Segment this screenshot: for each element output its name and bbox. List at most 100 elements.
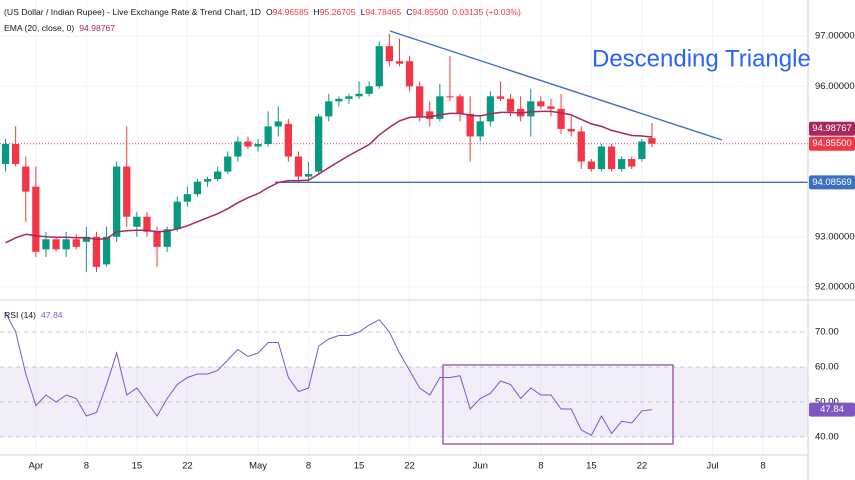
ohlc-key: C <box>406 7 412 17</box>
y-tick-label: 60.00 <box>815 362 839 373</box>
candle-body <box>133 216 141 227</box>
candle-body <box>476 121 484 137</box>
candle-body <box>254 143 262 147</box>
annotation: Descending Triangle <box>592 45 811 72</box>
candle-body <box>304 174 313 177</box>
candle-body <box>587 161 595 170</box>
candle-body <box>628 159 636 167</box>
rsi-highlight-box <box>442 364 674 445</box>
y-tick-label: 97.00000 <box>815 31 855 42</box>
x-tick-label: 22 <box>182 461 193 472</box>
candle-body <box>416 86 424 117</box>
title: (US Dollar / Indian Rupee) - Live Exchan… <box>4 7 261 17</box>
candle-body <box>32 186 40 252</box>
candle-body <box>163 229 171 247</box>
y-tick-label: 92.00000 <box>815 281 855 292</box>
candle-body <box>365 86 373 94</box>
candle-body <box>22 166 30 192</box>
x-tick-label: 22 <box>637 461 648 472</box>
candle-body <box>1 143 10 165</box>
candle-body <box>113 166 121 237</box>
candle-body <box>426 111 434 119</box>
x-tick-label: Jul <box>706 461 718 472</box>
x-tick-label: 15 <box>132 461 143 472</box>
rsi-value: 47.84 <box>41 310 63 320</box>
candle-body <box>466 113 474 137</box>
rsi-legend: RSI (14) 47.84 <box>4 310 63 320</box>
candle-body <box>567 128 575 132</box>
candle-body <box>143 216 151 232</box>
candle-body <box>537 101 545 107</box>
candle-body <box>446 96 454 98</box>
ohlc-value: 94.96585 <box>273 7 309 17</box>
rsi-line <box>5 312 653 436</box>
x-tick-label: 15 <box>354 461 365 472</box>
candle-body <box>214 171 222 180</box>
candle-body <box>355 93 363 97</box>
support-price-tag-bg <box>809 175 855 190</box>
ohlc-key: O <box>266 7 273 17</box>
last-price-tag: 94.85500 <box>812 138 852 149</box>
candle-body <box>405 61 414 87</box>
candle-body <box>325 101 333 117</box>
candle-body <box>385 46 393 62</box>
ema-line <box>5 110 653 244</box>
y-tick-label: 50.00 <box>815 397 839 408</box>
candle-body <box>62 239 70 250</box>
candle-body <box>123 166 131 217</box>
last-price-tag-bg <box>809 136 855 151</box>
candle-body <box>456 96 464 114</box>
candle-body <box>496 96 505 99</box>
y-tick-label: 96.00000 <box>815 81 855 92</box>
y-tick-label: 40.00 <box>815 432 839 443</box>
candle-body <box>375 46 383 87</box>
candle-body <box>224 156 232 172</box>
header: (US Dollar / Indian Rupee) - Live Exchan… <box>4 7 521 17</box>
x-tick-label: Apr <box>28 461 43 472</box>
rsi-name: RSI (14) <box>4 310 36 320</box>
candle-body <box>547 106 555 109</box>
candle-body <box>335 98 343 102</box>
candle-body <box>486 96 494 122</box>
candle-body <box>527 101 535 117</box>
ohlc-key: L <box>361 7 366 17</box>
candle-body <box>12 143 20 165</box>
candle-body <box>618 159 626 170</box>
support-price-tag: 94.08569 <box>812 177 852 188</box>
x-tick-label: Jun <box>473 461 488 472</box>
x-tick-label: 8 <box>306 461 311 472</box>
candle-body <box>506 98 515 112</box>
x-tick-label: 15 <box>586 461 597 472</box>
candle-body <box>52 239 60 250</box>
x-tick-label: 8 <box>538 461 543 472</box>
ohlc-value: 95.26705 <box>320 7 356 17</box>
candle-body <box>597 146 606 170</box>
candle-body <box>284 123 292 157</box>
x-tick-label: 22 <box>404 461 415 472</box>
resistance-trendline <box>389 30 723 141</box>
rsi-tag-bg <box>809 402 855 417</box>
x-tick-label: 8 <box>84 461 89 472</box>
candle-body <box>436 96 444 119</box>
y-tick-label: 70.00 <box>815 327 839 338</box>
candle-body <box>183 194 191 202</box>
candle-body <box>102 236 111 265</box>
ema-value: 94.98767 <box>79 23 115 33</box>
rsi-tag: 47.84 <box>820 404 844 415</box>
candle-body <box>193 181 202 195</box>
candle-body <box>92 236 101 267</box>
candle-body <box>395 61 404 64</box>
x-tick-label: May <box>249 461 267 472</box>
candle-body <box>638 141 646 160</box>
candle-body <box>203 179 212 182</box>
x-tick-label: 8 <box>760 461 765 472</box>
candle-body <box>577 131 585 162</box>
candle-body <box>153 231 161 247</box>
candle-body <box>648 138 656 144</box>
candle-body <box>234 141 242 157</box>
ohlc-value: 94.78465 <box>365 7 401 17</box>
y-tick-label: 93.00000 <box>815 231 855 242</box>
candle-body <box>274 121 282 127</box>
ema-price-tag-bg <box>809 121 855 136</box>
